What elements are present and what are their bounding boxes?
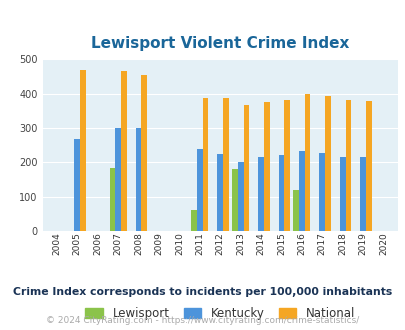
Bar <box>339 157 345 231</box>
Bar <box>278 155 284 231</box>
Bar <box>258 157 263 231</box>
Bar <box>74 139 80 231</box>
Bar <box>365 101 371 231</box>
Bar <box>324 96 330 231</box>
Bar <box>293 190 298 231</box>
Bar <box>243 105 249 231</box>
Bar <box>359 156 365 231</box>
Bar <box>319 153 324 231</box>
Text: Crime Index corresponds to incidents per 100,000 inhabitants: Crime Index corresponds to incidents per… <box>13 287 392 297</box>
Bar <box>196 148 202 231</box>
Bar <box>109 168 115 231</box>
Bar <box>80 70 86 231</box>
Bar <box>135 128 141 231</box>
Bar <box>298 151 304 231</box>
Bar <box>232 169 237 231</box>
Bar <box>304 94 310 231</box>
Bar <box>141 75 147 231</box>
Title: Lewisport Violent Crime Index: Lewisport Violent Crime Index <box>91 36 349 51</box>
Bar <box>263 102 269 231</box>
Bar <box>191 211 196 231</box>
Bar <box>217 154 223 231</box>
Bar <box>202 98 208 231</box>
Bar <box>121 71 126 231</box>
Bar <box>237 162 243 231</box>
Bar <box>115 128 121 231</box>
Bar <box>345 100 350 231</box>
Text: © 2024 CityRating.com - https://www.cityrating.com/crime-statistics/: © 2024 CityRating.com - https://www.city… <box>46 315 359 325</box>
Bar <box>223 98 228 231</box>
Legend: Lewisport, Kentucky, National: Lewisport, Kentucky, National <box>80 302 359 325</box>
Bar <box>284 100 289 231</box>
